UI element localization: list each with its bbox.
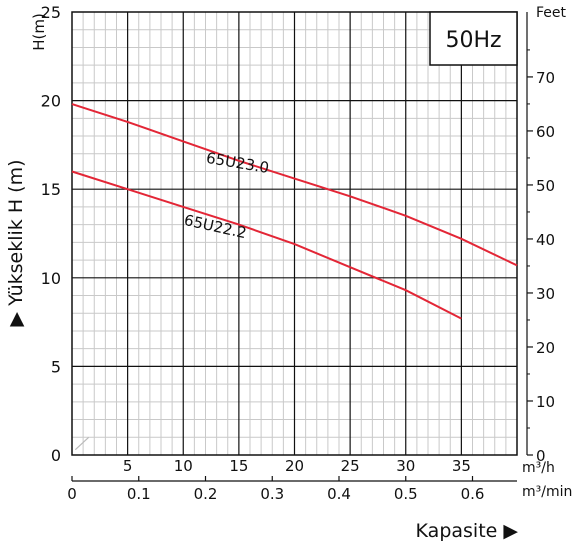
x-tick-label-m3h: 30: [396, 457, 415, 475]
x-tick-label-m3h: 20: [285, 457, 304, 475]
feet-tick-label: 50: [536, 177, 555, 195]
y-tick-label: 5: [51, 357, 61, 376]
feet-tick-label: 70: [536, 69, 555, 87]
x-tick-label-m3min: 0.6: [461, 485, 485, 503]
x-tick-label-m3min: 0.4: [327, 485, 351, 503]
feet-tick-label: 40: [536, 231, 555, 249]
x-axis-title: Kapasite ▶: [416, 520, 519, 542]
y-tick-label: 0: [51, 446, 61, 465]
series-line-1: [71, 170, 462, 320]
x-tick-label-m3h: 10: [174, 457, 193, 475]
hz-badge-label: 50Hz: [445, 28, 501, 53]
plot-frame: [71, 11, 518, 456]
x-tick-label-m3h: 5: [123, 457, 133, 475]
major-grid: [71, 11, 518, 456]
x-tick-label-m3h: 35: [452, 457, 471, 475]
feet-axis-title: Feet: [536, 5, 567, 21]
feet-tick-label: 10: [536, 393, 555, 411]
x-unit-m3h: m³/h: [522, 460, 555, 476]
series-line-0: [71, 103, 518, 267]
x-tick-label-m3min: 0.2: [194, 485, 218, 503]
x-tick-label-m3h: 15: [229, 457, 248, 475]
series-label-0: 65U23.0: [205, 149, 271, 177]
x-tick-label-m3min: 0.1: [127, 485, 151, 503]
origin-mark: [74, 436, 90, 451]
y-tick-label: 10: [41, 269, 61, 288]
y-tick-label: 25: [41, 3, 61, 22]
hz-badge-box: [429, 11, 518, 66]
x-tick-label-m3min: 0.3: [260, 485, 284, 503]
x-tick-label-m3min: 0: [67, 485, 77, 503]
feet-tick-label: 0: [536, 447, 546, 465]
x-unit-m3min: m³/min: [522, 484, 572, 500]
y-tick-label: 15: [41, 180, 61, 199]
x-tick-label-m3min: 0.5: [394, 485, 418, 503]
y-axis-short-label: H(m): [30, 13, 48, 51]
feet-tick-label: 60: [536, 123, 555, 141]
feet-tick-label: 30: [536, 285, 555, 303]
y-tick-label: 20: [41, 92, 61, 111]
y-axis-title: ▶ Yükseklik H (m): [5, 160, 27, 327]
feet-tick-label: 20: [536, 339, 555, 357]
x-tick-label-m3h: 25: [341, 457, 360, 475]
series-layer: [71, 103, 518, 320]
